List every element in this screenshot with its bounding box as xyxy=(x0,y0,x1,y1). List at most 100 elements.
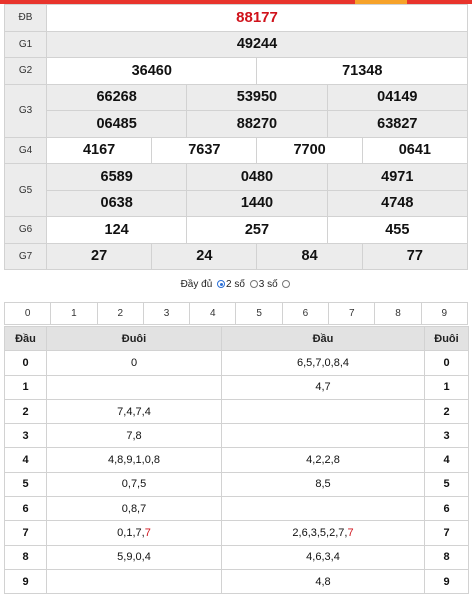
digit-filter-item[interactable]: 9 xyxy=(420,302,469,325)
duoi-digit: 8 xyxy=(424,544,469,570)
dau-list: 4,6,3,4 xyxy=(221,544,425,570)
dau-digit: 5 xyxy=(4,471,47,498)
g3-value: 88270 xyxy=(186,110,328,138)
duoi-list-main: 0,1,7, xyxy=(117,527,145,540)
dau-list xyxy=(221,398,425,425)
dau-list: 4,2,2,8 xyxy=(221,447,425,473)
digit-filter-item[interactable]: 3 xyxy=(142,302,191,325)
duoi-list: 5,9,0,4 xyxy=(46,544,222,570)
g3-value: 04149 xyxy=(326,83,469,111)
dau-digit: 4 xyxy=(4,447,47,473)
digit-filter-item[interactable]: 5 xyxy=(235,302,283,325)
option-three-digit-label[interactable]: 3 số xyxy=(258,279,278,290)
dau-digit: 0 xyxy=(4,350,47,376)
duoi-list: 0,8,7 xyxy=(46,496,222,522)
table-row: 8 5,9,0,4 4,6,3,4 8 xyxy=(4,544,469,570)
duoi-digit: 9 xyxy=(424,568,469,595)
prize-label-db: ĐB xyxy=(4,4,47,32)
radio-full[interactable] xyxy=(282,280,291,288)
g4-value: 7700 xyxy=(256,136,363,164)
digit-filter-item[interactable]: 6 xyxy=(281,302,330,325)
dau-list: 2,6,3,5,2,7,7 xyxy=(221,520,425,546)
dau-list: 8,5 xyxy=(221,471,425,498)
prize-label-g4: G4 xyxy=(4,136,47,164)
duoi-digit: 2 xyxy=(424,398,469,425)
g7-value: 84 xyxy=(256,242,363,270)
dau-digit: 6 xyxy=(4,496,47,522)
duoi-list: 0 xyxy=(46,350,222,376)
special-prize-value: 88177 xyxy=(46,4,468,32)
radio-two-digit[interactable] xyxy=(217,280,226,288)
duoi-list: 0,7,5 xyxy=(46,471,222,498)
dau-list xyxy=(221,423,425,449)
table-row: 7 0,1,7,7 2,6,3,5,2,7,7 7 xyxy=(4,520,469,546)
g5-value: 6589 xyxy=(45,163,188,191)
table-row: 2 7,4,7,4 2 xyxy=(4,398,469,425)
digit-filter-item[interactable]: 1 xyxy=(50,302,98,325)
duoi-digit: 4 xyxy=(424,447,469,473)
table-row: 9 4,8 9 xyxy=(4,568,469,595)
digit-filter-item[interactable]: 7 xyxy=(328,302,376,325)
duoi-digit: 0 xyxy=(424,350,469,376)
g7-value: 24 xyxy=(151,242,258,270)
digit-filter-item[interactable]: 2 xyxy=(96,302,144,325)
g5-value: 0480 xyxy=(186,163,328,191)
prize-label-g1: G1 xyxy=(4,30,47,58)
g4-value: 0641 xyxy=(361,136,469,164)
g3-value: 63827 xyxy=(326,110,469,138)
table-row: 0 0 6,5,7,0,8,4 0 xyxy=(4,350,469,376)
g7-value: 77 xyxy=(361,242,469,270)
dau-digit: 1 xyxy=(4,374,47,400)
dau-digit: 2 xyxy=(4,398,47,425)
digit-filter-item[interactable]: 4 xyxy=(189,302,237,325)
dau-list: 4,8 xyxy=(221,568,425,595)
duoi-list xyxy=(46,568,222,595)
duoi-list: 4,8,9,1,0,8 xyxy=(46,447,222,473)
radio-three-digit[interactable] xyxy=(249,280,258,288)
table-row: 5 0,7,5 8,5 5 xyxy=(4,471,469,498)
g5-value: 0638 xyxy=(45,189,188,217)
duoi-list: 7,8 xyxy=(46,423,222,449)
prize-label-g6: G6 xyxy=(4,216,47,244)
option-full-label: Đầy đủ xyxy=(180,279,213,290)
digit-filter-item[interactable]: 8 xyxy=(374,302,422,325)
prize-label-g7: G7 xyxy=(4,242,47,270)
header-dau: Đầu xyxy=(221,325,425,352)
g5-value: 4971 xyxy=(326,163,469,191)
g6-value: 257 xyxy=(186,216,328,244)
dau-list-main: 2,6,3,5,2,7, xyxy=(292,527,348,540)
duoi-list: 0,1,7,7 xyxy=(46,520,222,546)
prize-label-g3: G3 xyxy=(4,83,47,138)
top-accent-segment xyxy=(355,0,407,4)
header-duoi: Đuôi xyxy=(424,325,469,352)
duoi-list xyxy=(46,374,222,400)
header-dau: Đầu xyxy=(4,325,47,352)
g2-value: 71348 xyxy=(256,57,468,85)
duoi-digit: 5 xyxy=(424,471,469,498)
g6-value: 455 xyxy=(326,216,469,244)
prize-label-g2: G2 xyxy=(4,57,47,85)
top-accent-bar xyxy=(0,0,472,4)
dau-list xyxy=(221,496,425,522)
g7-value: 27 xyxy=(45,242,153,270)
duoi-digit: 6 xyxy=(424,496,469,522)
g6-value: 124 xyxy=(45,216,188,244)
g3-value: 06485 xyxy=(45,110,188,138)
table-row: 1 4,7 1 xyxy=(4,374,469,400)
g3-value: 53950 xyxy=(186,83,328,111)
dau-list: 4,7 xyxy=(221,374,425,400)
dau-list: 6,5,7,0,8,4 xyxy=(221,350,425,376)
dau-digit: 3 xyxy=(4,423,47,449)
g5-value: 1440 xyxy=(186,189,328,217)
digit-filter-item[interactable]: 0 xyxy=(3,302,52,325)
dau-digit: 9 xyxy=(4,568,47,595)
g3-value: 66268 xyxy=(45,83,188,111)
display-options: Đầy đủ 2 số 3 số xyxy=(0,279,472,290)
option-two-digit-label[interactable]: 2 số xyxy=(226,279,245,290)
g1-value: 49244 xyxy=(46,30,468,58)
g2-value: 36460 xyxy=(45,57,258,85)
prize-label-g5: G5 xyxy=(4,163,47,217)
results-table: ĐB 88177 G1 49244 G2 36460 71348 G3 6626… xyxy=(4,4,469,270)
digit-filter: 0 1 2 3 4 5 6 7 8 9 xyxy=(3,302,469,325)
dau-digit: 7 xyxy=(4,520,47,546)
